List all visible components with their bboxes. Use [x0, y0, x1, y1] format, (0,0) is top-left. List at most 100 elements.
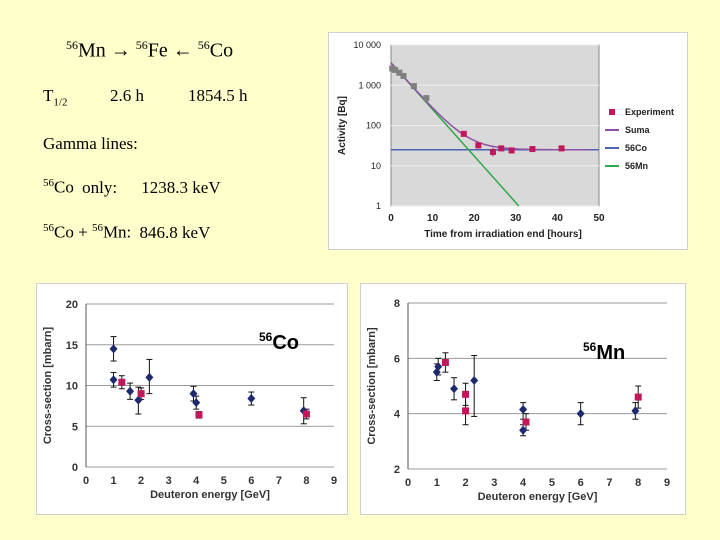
- y-tick-label: 8: [394, 298, 400, 310]
- legend-marker-experiment: [609, 109, 615, 115]
- x-axis-label: Deuteron energy [GeV]: [150, 489, 270, 501]
- x-tick-label: 30: [510, 213, 522, 224]
- mn-cross-section-panel: 2 4 6 8 0 1 2 3 4 5 6 7 8 9 Deuteron energy [GeV] Cross…: [360, 283, 686, 515]
- y-tick-label: 10: [66, 381, 78, 393]
- gamma-line-co: 56Co only: 1238.3 keV: [43, 177, 221, 198]
- y-tick-label: 2: [394, 464, 400, 476]
- decay-arrow: →: [110, 39, 131, 62]
- halflife-mn: 2.6 h: [110, 86, 144, 105]
- y-tick-label: 100: [366, 121, 381, 131]
- x-tick-label: 4: [193, 475, 200, 487]
- data-point-diamond: [519, 405, 528, 415]
- chart-title: 56Co: [259, 330, 299, 354]
- data-point-square: [137, 390, 145, 398]
- x-tick-label: 50: [593, 213, 605, 224]
- data-point-diamond: [134, 395, 143, 405]
- fe-mass: 56: [135, 38, 148, 52]
- y-tick-label: 4: [394, 409, 401, 421]
- data-point-diamond: [126, 386, 135, 396]
- experiment-point: [460, 130, 467, 137]
- x-tick-label: 20: [469, 213, 481, 224]
- data-point-diamond: [519, 425, 528, 435]
- halflife-co: 1854.5 h: [188, 86, 248, 105]
- gl2-mass2: 56: [91, 222, 103, 234]
- x-tick-label: 0: [388, 213, 394, 224]
- x-tick-label: 1: [110, 475, 116, 487]
- data-point-square: [634, 393, 642, 401]
- x-tick-label: 8: [635, 477, 641, 489]
- x-tick-label: 1: [434, 477, 440, 489]
- y-tick-label: 6: [394, 353, 400, 365]
- y-tick-label: 0: [72, 462, 78, 474]
- y-tick-label: 15: [66, 340, 78, 352]
- mn-symbol: Mn: [78, 39, 106, 62]
- legend-label: 56Co: [625, 143, 648, 153]
- data-point-square: [195, 411, 203, 419]
- x-tick-label: 2: [138, 475, 144, 487]
- data-point-diamond: [192, 398, 201, 408]
- co-symbol: Co: [209, 39, 234, 62]
- gl1-energy: 1238.3 keV: [141, 177, 221, 197]
- data-point-diamond: [109, 344, 118, 354]
- gl2-symbol1: Co: [54, 222, 74, 242]
- data-point-diamond: [247, 394, 256, 404]
- fe-symbol: Fe: [147, 39, 168, 62]
- co-cross-section-panel: 0 5 10 15 20 0 1 2 3 4 5 6 7 8 9 Deuteron energy [GeV] C…: [36, 283, 348, 515]
- data-point-square: [462, 390, 470, 398]
- x-axis-label: Deuteron energy [GeV]: [478, 491, 598, 503]
- title-mass: 56: [259, 330, 273, 344]
- y-tick-label: 10 000: [353, 40, 381, 50]
- early-point: [392, 66, 399, 73]
- gl1-symbol: Co: [54, 177, 74, 197]
- x-tick-label: 2: [462, 477, 468, 489]
- data-point-square: [522, 418, 530, 426]
- x-tick-label: 6: [248, 475, 254, 487]
- y-axis-label: Cross-section [mbarn]: [366, 327, 378, 445]
- experiment-point: [529, 146, 536, 153]
- x-tick-label: 6: [578, 477, 584, 489]
- data-point-diamond: [189, 389, 198, 399]
- data-point-square: [302, 410, 310, 418]
- title-symbol: Co: [272, 332, 299, 354]
- y-tick-label: 20: [66, 299, 78, 311]
- early-point: [410, 83, 417, 90]
- x-tick-label: 10: [427, 213, 439, 224]
- experiment-point: [489, 148, 496, 155]
- x-tick-label: 5: [549, 477, 555, 489]
- y-tick-label: 10: [371, 161, 381, 171]
- title-mass: 56: [583, 340, 597, 354]
- x-tick-label: 3: [491, 477, 497, 489]
- gl1-mass: 56: [43, 177, 54, 189]
- x-tick-label: 9: [331, 475, 337, 487]
- data-point-diamond: [631, 406, 640, 416]
- legend-label: 56Mn: [625, 161, 648, 171]
- early-point: [423, 95, 430, 102]
- early-point: [400, 72, 407, 79]
- halflife-label: T1/2: [43, 86, 67, 108]
- data-point-square: [462, 407, 470, 415]
- gl2-symbol2: Mn:: [102, 222, 132, 242]
- gl2-plus: +: [78, 222, 88, 242]
- experiment-point: [498, 145, 505, 152]
- x-tick-label: 5: [221, 475, 227, 487]
- data-point-diamond: [434, 362, 443, 372]
- x-tick-label: 0: [405, 477, 411, 489]
- gamma-line-co-mn: 56Co + 56Mn: 846.8 keV: [43, 222, 210, 243]
- reaction-equation: 56Mn → 56Fe ← 56Co: [66, 38, 233, 63]
- legend-label: Experiment: [625, 107, 674, 117]
- data-point-diamond: [109, 375, 118, 385]
- x-tick-label: 40: [552, 213, 564, 224]
- data-point-square: [118, 378, 126, 386]
- title-symbol: Mn: [596, 342, 625, 364]
- experiment-point: [558, 145, 565, 152]
- x-axis-label: Time from irradiation end [hours]: [424, 229, 582, 240]
- experiment-point: [475, 142, 482, 149]
- data-point-diamond: [470, 375, 479, 385]
- gl2-energy: 846.8 keV: [139, 222, 211, 242]
- data-point-diamond: [576, 409, 585, 419]
- data-point-square: [441, 358, 449, 366]
- data-point-diamond: [145, 372, 154, 382]
- gl2-mass1: 56: [43, 222, 54, 234]
